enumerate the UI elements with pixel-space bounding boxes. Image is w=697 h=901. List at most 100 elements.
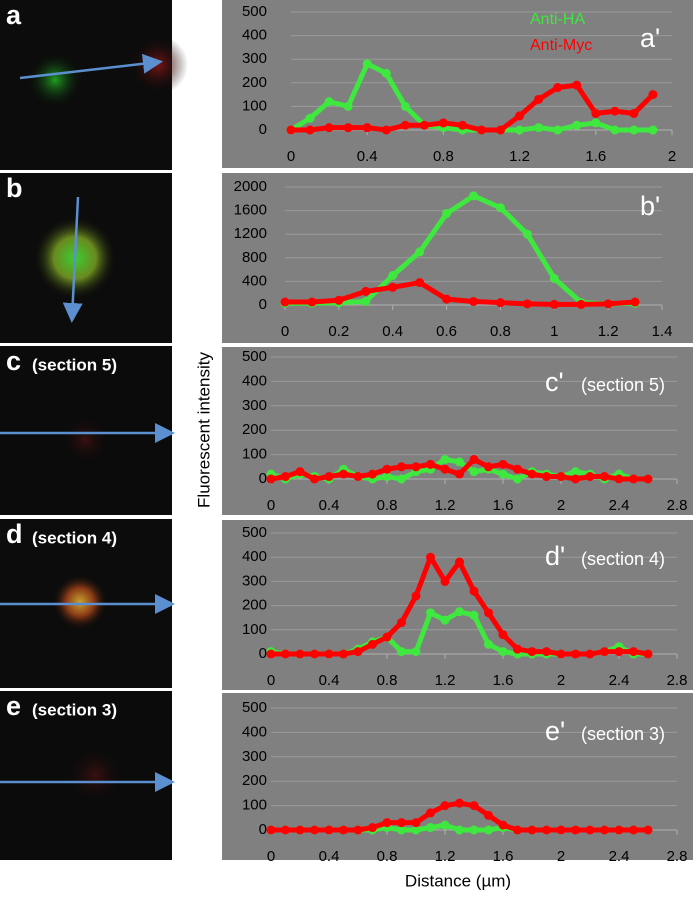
plot-background (222, 693, 693, 860)
data-point (591, 108, 601, 118)
data-point (368, 823, 377, 833)
panel-letter: a (6, 0, 22, 30)
panel-label: d' (545, 541, 565, 571)
data-point (295, 649, 305, 659)
x-tick-label: 1.4 (652, 323, 673, 340)
x-tick-label: 0.4 (319, 497, 340, 514)
x-tick-label: 1.6 (493, 848, 514, 865)
data-point (281, 472, 290, 482)
y-tick-label: 100 (242, 97, 267, 114)
panel-letter: b (6, 173, 23, 203)
data-point (643, 825, 653, 835)
data-point (648, 125, 658, 135)
plot-background (222, 347, 693, 515)
x-tick-label: 1.6 (493, 497, 514, 514)
data-point (400, 120, 410, 130)
data-point (455, 798, 464, 808)
data-point (495, 203, 505, 213)
y-tick-label: 200 (242, 772, 267, 789)
y-tick-label: 400 (242, 548, 267, 565)
data-point (484, 810, 493, 820)
data-point (388, 282, 398, 292)
data-point (382, 472, 392, 482)
data-point (305, 125, 315, 135)
data-point (469, 801, 479, 811)
data-point (440, 464, 450, 474)
data-point (307, 297, 317, 307)
legend-entry: Anti-Myc (530, 37, 592, 54)
data-point (643, 649, 653, 659)
data-point (343, 123, 353, 133)
data-point (411, 825, 421, 835)
signal (27, 52, 83, 108)
data-point (324, 472, 334, 482)
data-point (440, 820, 450, 830)
data-point (397, 618, 406, 628)
y-tick-label: 1200 (234, 225, 267, 242)
data-point (527, 647, 537, 657)
data-point (419, 120, 429, 130)
data-point (553, 125, 563, 135)
x-tick-label: 0.4 (382, 323, 403, 340)
x-tick-label: 0.8 (377, 497, 398, 514)
data-point (457, 120, 467, 130)
data-point (614, 825, 624, 835)
panel-label: b' (640, 191, 660, 221)
data-point (629, 825, 638, 835)
y-tick-label: 0 (259, 121, 267, 138)
data-point (286, 125, 296, 135)
data-point (556, 649, 566, 659)
data-point (353, 825, 363, 835)
y-tick-label: 100 (242, 446, 267, 463)
data-point (614, 474, 624, 484)
data-point (266, 825, 276, 835)
data-point (556, 825, 566, 835)
data-point (440, 454, 450, 464)
data-point (629, 108, 639, 118)
data-point (513, 474, 522, 484)
data-point (382, 464, 392, 474)
plot-background (222, 0, 693, 168)
x-tick-label: 1.2 (598, 323, 619, 340)
data-point (440, 801, 450, 811)
data-point (527, 825, 537, 835)
data-point (339, 649, 348, 659)
data-point (411, 818, 421, 828)
panel-label: e' (545, 716, 565, 746)
data-point (411, 462, 421, 472)
x-tick-label: 0.4 (319, 672, 340, 689)
x-tick-label: 2 (557, 848, 565, 865)
x-tick-label: 0.4 (319, 848, 340, 865)
data-point (295, 825, 305, 835)
x-tick-label: 0.6 (436, 323, 457, 340)
data-point (549, 273, 559, 283)
signal (52, 574, 108, 630)
panel-letter: c (6, 346, 21, 376)
data-point (397, 462, 406, 472)
data-point (571, 649, 580, 659)
data-point (629, 647, 638, 657)
data-point (426, 808, 435, 818)
data-point (426, 552, 435, 562)
y-tick-label: 300 (242, 397, 267, 414)
x-tick-label: 2 (557, 497, 565, 514)
data-point (571, 825, 580, 835)
data-point (397, 825, 406, 835)
data-point (513, 464, 522, 474)
x-tick-label: 2.4 (609, 848, 630, 865)
data-point (495, 298, 505, 308)
data-point (310, 649, 319, 659)
data-point (571, 474, 580, 484)
y-tick-label: 300 (242, 572, 267, 589)
data-point (455, 457, 464, 467)
y-tick-label: 0 (259, 821, 267, 838)
y-tick-label: 0 (259, 470, 267, 487)
data-point (477, 125, 486, 135)
x-tick-label: 0 (281, 323, 289, 340)
panel-label: a' (640, 23, 660, 53)
data-point (498, 820, 508, 830)
x-tick-label: 2.8 (667, 672, 688, 689)
data-point (534, 123, 544, 133)
data-point (411, 591, 421, 601)
